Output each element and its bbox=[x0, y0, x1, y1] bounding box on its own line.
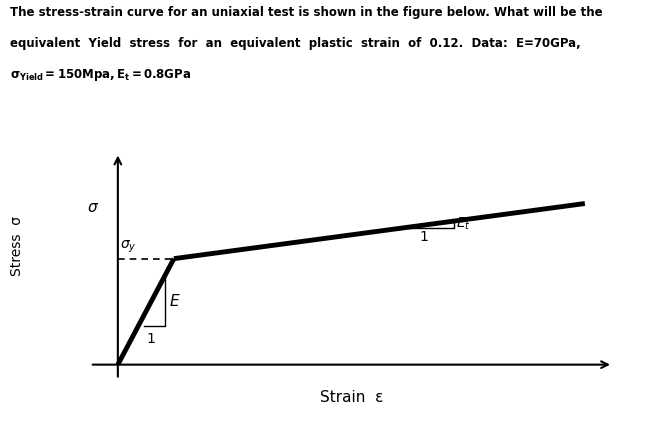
Text: 1: 1 bbox=[419, 231, 428, 245]
Text: equivalent  Yield  stress  for  an  equivalent  plastic  strain  of  0.12.  Data: equivalent Yield stress for an equivalen… bbox=[10, 37, 580, 50]
Text: 1: 1 bbox=[147, 332, 156, 346]
Text: $E_t$: $E_t$ bbox=[457, 216, 472, 232]
Text: $E$: $E$ bbox=[169, 293, 181, 309]
Text: σ: σ bbox=[87, 200, 97, 215]
Text: $\sigma_y$: $\sigma_y$ bbox=[120, 239, 137, 255]
Text: Strain  ε: Strain ε bbox=[320, 390, 383, 405]
Text: The stress-strain curve for an uniaxial test is shown in the figure below. What : The stress-strain curve for an uniaxial … bbox=[10, 6, 603, 20]
Text: $\mathbf{\sigma_{Yield}}$$\mathbf{=150Mpa, E_t=0.8GPa}$: $\mathbf{\sigma_{Yield}}$$\mathbf{=150Mp… bbox=[10, 67, 191, 84]
Text: Stress  σ: Stress σ bbox=[10, 216, 24, 276]
